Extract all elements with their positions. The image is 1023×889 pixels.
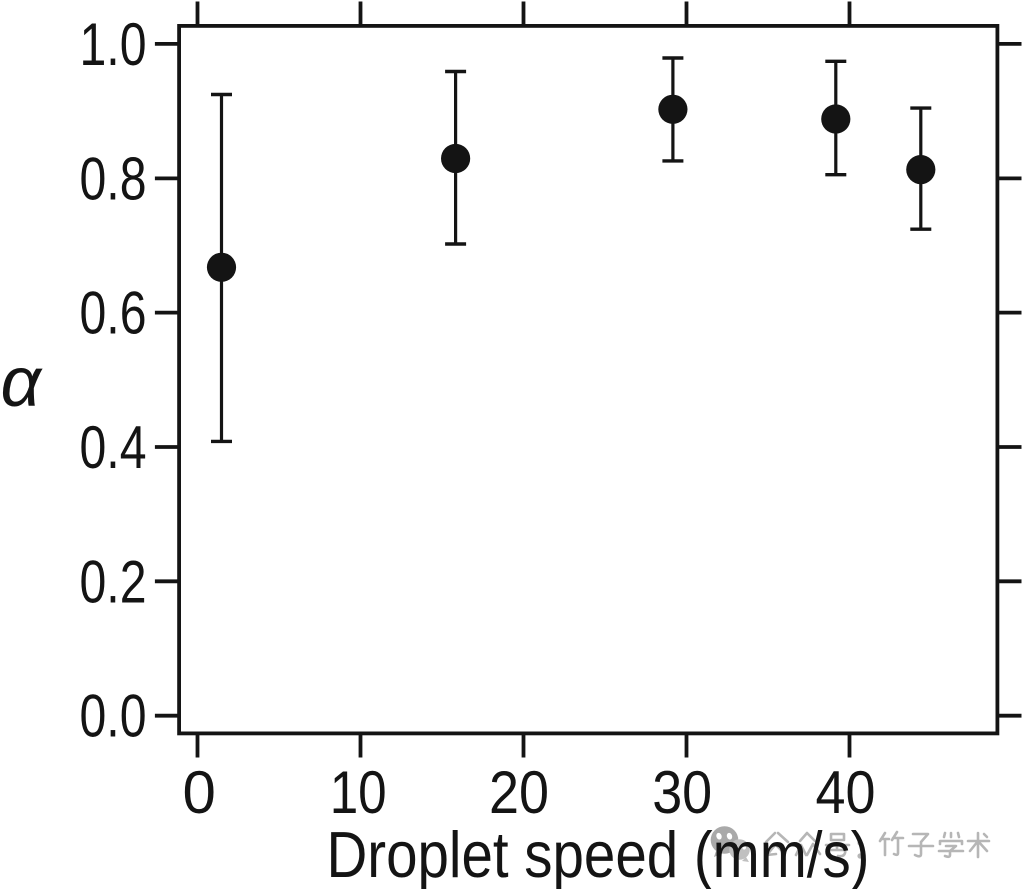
svg-text:0: 0 [183, 759, 216, 826]
svg-text:20: 20 [489, 759, 549, 826]
svg-text:0.6: 0.6 [80, 280, 147, 347]
svg-text:0.4: 0.4 [80, 414, 147, 481]
svg-text:10: 10 [330, 759, 387, 826]
svg-text:0.2: 0.2 [80, 548, 147, 615]
svg-text:0.8: 0.8 [80, 145, 147, 212]
svg-text:30: 30 [652, 759, 712, 826]
svg-text:1.0: 1.0 [80, 11, 147, 78]
svg-text:α: α [1, 343, 44, 422]
svg-text:Droplet speed (mm/s): Droplet speed (mm/s) [327, 818, 870, 889]
svg-text:40: 40 [816, 759, 876, 826]
svg-text:0.0: 0.0 [80, 683, 147, 750]
